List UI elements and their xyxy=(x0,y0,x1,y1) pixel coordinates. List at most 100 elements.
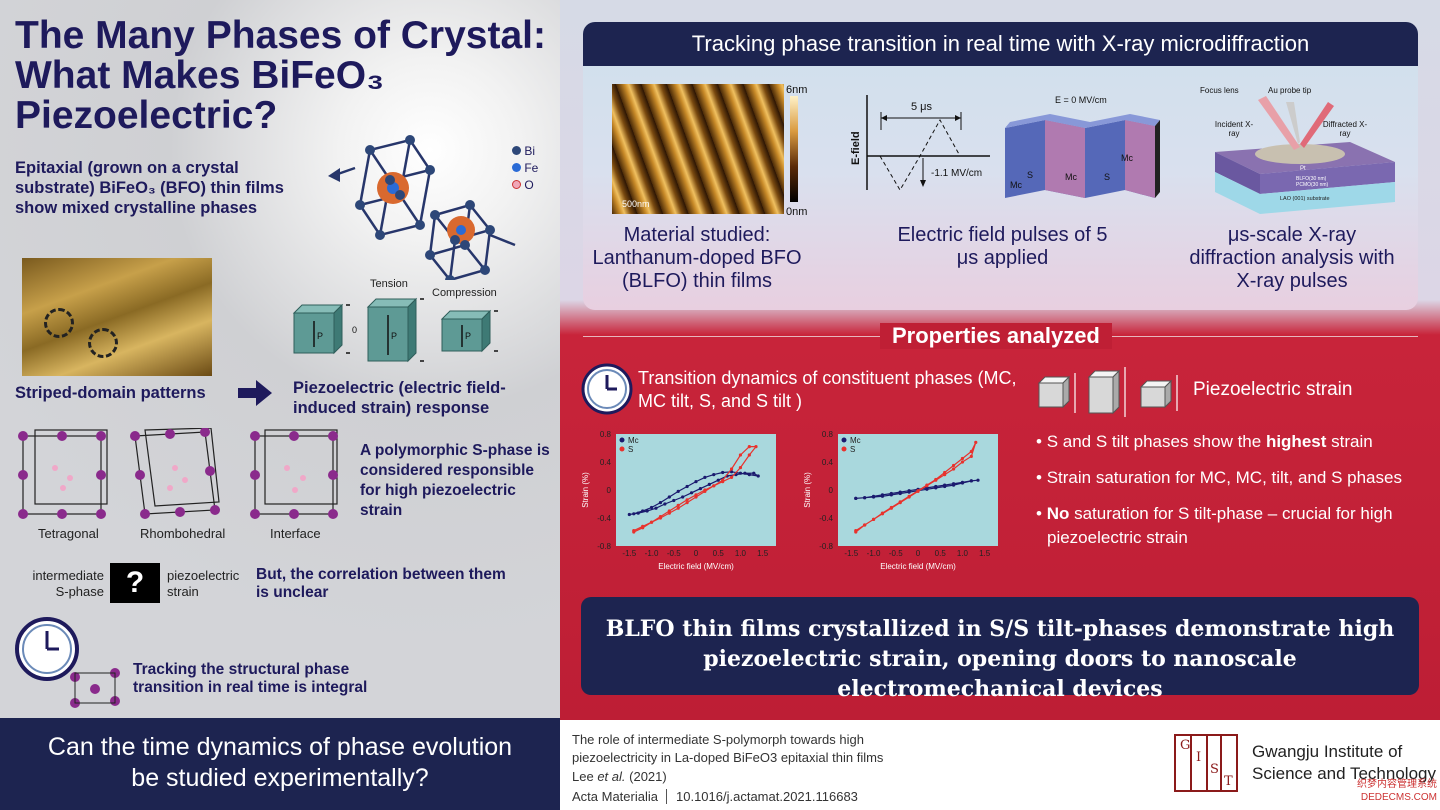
polymorph-text: A polymorphic S-phase is considered resp… xyxy=(360,442,550,519)
data-point xyxy=(756,474,760,478)
data-point xyxy=(969,479,973,483)
afm-scale: 500nm xyxy=(622,199,650,209)
data-point xyxy=(685,484,689,489)
data-point xyxy=(889,491,893,496)
data-point xyxy=(685,498,689,502)
data-point xyxy=(672,498,676,503)
logo-letter: S xyxy=(1210,762,1219,777)
data-point xyxy=(960,456,965,461)
data-point xyxy=(871,494,876,498)
x-tick-label: 0 xyxy=(694,549,699,558)
legend-label: S xyxy=(628,445,633,454)
data-point xyxy=(649,505,654,510)
legend-fe: Fe xyxy=(524,161,539,175)
blfo-label: BLFO(30 nm) xyxy=(1296,176,1327,182)
phase-label-1: S xyxy=(1027,170,1033,180)
piezo-response-diagram: P P P 0 xyxy=(292,297,498,363)
x-tick-label: -1.5 xyxy=(844,549,858,558)
y-tick-label: -0.8 xyxy=(819,542,833,551)
x-tick-label: 1.5 xyxy=(979,549,991,558)
data-point xyxy=(667,509,671,513)
data-point xyxy=(689,491,694,495)
data-point xyxy=(951,482,956,486)
x-tick-label: -1.5 xyxy=(622,549,636,558)
data-point xyxy=(925,483,929,487)
data-point xyxy=(943,483,947,487)
tetragonal-label: Tetragonal xyxy=(38,526,99,541)
data-point xyxy=(889,505,893,510)
data-point xyxy=(649,520,654,524)
data-point xyxy=(729,470,734,474)
incident-label: Incident X-ray xyxy=(1214,120,1254,138)
data-point xyxy=(641,526,645,530)
y-tick-label: -0.4 xyxy=(819,514,833,523)
compression-label: Compression xyxy=(432,287,497,299)
zero-label: 0 xyxy=(352,325,357,335)
watermark: 织梦内容管理系统 DEDECMS.COM xyxy=(1345,778,1437,804)
data-point xyxy=(974,440,978,444)
strain-chart-2: 0.8 0.4 0 -0.4 -0.8 -1.5 -1.0 -0.5 0 0.5 1.0 1.5 Ele… xyxy=(803,430,998,571)
x-tick-label: 0.5 xyxy=(935,549,947,558)
title-line: The Many Phases of Crystal: xyxy=(15,14,546,57)
data-point xyxy=(707,482,711,486)
data-point xyxy=(934,477,938,482)
phase-lattices xyxy=(18,428,338,519)
data-point xyxy=(632,530,636,534)
data-point xyxy=(645,509,649,513)
clock-icon xyxy=(581,363,633,415)
xray-caption: μs-scale X-ray diffraction analysis with… xyxy=(1189,224,1395,292)
data-point xyxy=(907,494,911,498)
data-point xyxy=(729,467,734,471)
scale-bottom: 0nm xyxy=(786,206,808,218)
data-point xyxy=(934,484,938,489)
focus-lens-label: Focus lens xyxy=(1200,86,1239,95)
x-tick-label: 0.5 xyxy=(713,549,725,558)
data-point xyxy=(743,471,747,475)
page-title: The Many Phases of Crystal: What Makes B… xyxy=(15,16,560,136)
data-point xyxy=(969,449,973,454)
data-point xyxy=(694,493,698,497)
y-axis-label: Strain (%) xyxy=(581,472,590,508)
x-tick-label: -0.5 xyxy=(889,549,903,558)
y-tick-label: 0.8 xyxy=(822,430,834,439)
etal: et al. xyxy=(597,769,626,784)
data-point xyxy=(898,500,902,504)
afm-image: 500nm xyxy=(612,84,784,214)
x-tick-label: 1.0 xyxy=(957,549,969,558)
data-point xyxy=(907,489,911,493)
phase-label-3: S xyxy=(1104,172,1110,182)
data-point xyxy=(738,471,743,475)
data-point xyxy=(703,475,707,479)
doi-link[interactable]: 10.1016/j.actamat.2021.116683 xyxy=(676,789,858,804)
y-tick-label: 0.4 xyxy=(822,458,834,467)
question-banner: Can the time dynamics of phase evolution… xyxy=(0,718,560,810)
data-point xyxy=(685,501,689,505)
x-tick-label: -1.0 xyxy=(645,549,659,558)
correlation-text: But, the correlation between them is unc… xyxy=(256,566,506,601)
intro-text: Epitaxial (grown on a crystal substrate)… xyxy=(15,159,284,217)
period-label: 5 μs xyxy=(911,101,933,113)
properties-heading: Properties analyzed xyxy=(880,323,1112,349)
p-label-3: P xyxy=(465,331,471,341)
y-tick-label: 0.8 xyxy=(600,430,612,439)
pcmo-label: PCMO(30 nm) xyxy=(1296,182,1329,188)
data-point xyxy=(694,480,698,484)
data-point xyxy=(747,453,751,457)
bullet-item: • No saturation for S tilt-phase – cruci… xyxy=(1036,504,1393,547)
efield-label: E-field xyxy=(850,131,862,165)
data-point xyxy=(916,489,920,493)
gist-logo: G I S T xyxy=(1174,734,1238,792)
piezo-strain-heading: Piezoelectric strain xyxy=(1193,379,1353,400)
y-tick-label: 0 xyxy=(829,486,834,495)
diffracted-label: Diffracted X-ray xyxy=(1322,120,1368,138)
legend-label: Mc xyxy=(850,436,861,445)
legend-marker xyxy=(619,446,625,452)
atom-legend: Bi Fe O xyxy=(512,143,538,194)
data-point xyxy=(880,511,885,515)
data-point xyxy=(676,503,680,507)
title-line: Piezoelectric? xyxy=(15,94,278,137)
p-label-2: P xyxy=(391,331,397,341)
data-point xyxy=(943,470,947,475)
y-tick-label: -0.8 xyxy=(597,542,611,551)
xray-setup-diagram: Pt BLFO(30 nm) PCMO(30 nm) LAO (001) sub… xyxy=(1215,96,1395,214)
